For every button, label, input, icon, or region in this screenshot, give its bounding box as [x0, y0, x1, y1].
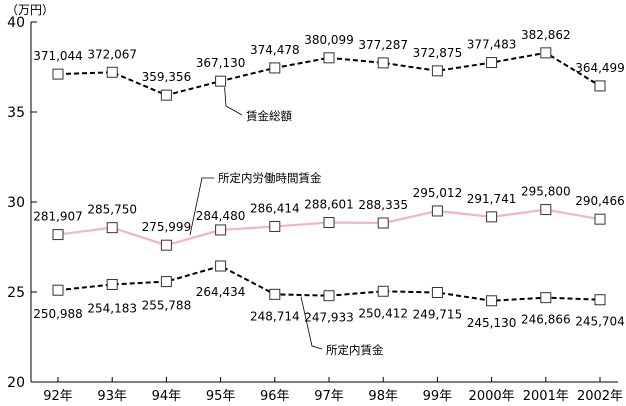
callout-line-series-3: [300, 296, 323, 350]
series-lines: [57, 51, 601, 302]
data-point-marker: [486, 57, 498, 69]
x-tick-label: 97年: [314, 389, 344, 404]
axes: 20 25 30 35 40 92年 93年 94年 95年 96年 97年 98年 99年 2000年 2…: [7, 15, 623, 404]
data-point-marker: [594, 80, 606, 92]
data-point-marker: [160, 89, 172, 101]
y-tick-label: 25: [7, 285, 25, 301]
data-label: 281,907: [33, 210, 83, 224]
data-label: 371,044: [33, 49, 83, 63]
data-label: 254,183: [87, 301, 137, 315]
callout-line-series-2: [189, 177, 214, 236]
data-point-marker: [52, 229, 64, 241]
data-point-marker: [594, 294, 606, 306]
data-point-marker: [323, 217, 335, 229]
data-point-marker: [431, 65, 443, 77]
data-label: 374,478: [250, 43, 300, 57]
data-point-marker: [106, 66, 118, 78]
data-label: 245,704: [575, 315, 625, 329]
data-point-marker: [160, 239, 172, 251]
callout-line-series-1: [224, 87, 243, 116]
data-point-marker: [106, 222, 118, 234]
data-label: 285,750: [87, 203, 137, 217]
data-label: 372,875: [413, 46, 463, 60]
series-name-label: 所定内賃金: [326, 343, 384, 357]
data-label: 377,287: [358, 38, 408, 52]
data-label: 249,715: [413, 308, 463, 322]
x-tick-label: 95年: [206, 389, 236, 404]
data-label: 245,130: [467, 316, 517, 330]
data-point-marker: [540, 292, 552, 304]
data-point-marker: [215, 224, 227, 236]
data-point-marker: [377, 217, 389, 229]
data-label: 364,499: [575, 61, 625, 75]
data-point-marker: [377, 57, 389, 69]
data-point-marker: [269, 288, 281, 300]
data-point-marker: [486, 211, 498, 223]
x-tick-label: 2002年: [577, 389, 623, 404]
data-label: 359,356: [142, 70, 192, 84]
data-point-marker: [269, 62, 281, 74]
x-tick-label: 98年: [368, 389, 398, 404]
data-label: 248,714: [250, 309, 300, 323]
data-label: 290,466: [575, 194, 625, 208]
data-point-marker: [540, 47, 552, 59]
data-label: 250,988: [33, 307, 83, 321]
data-point-marker: [540, 204, 552, 216]
x-tick-label: 96年: [260, 389, 290, 404]
data-label: 250,412: [358, 306, 408, 320]
x-tick-label: 2001年: [523, 389, 569, 404]
y-tick-label: 20: [7, 375, 25, 391]
data-label: 295,800: [521, 185, 571, 199]
x-tick-label: 2000年: [469, 389, 515, 404]
data-label: 275,999: [142, 220, 192, 234]
data-point-marker: [160, 276, 172, 288]
data-markers: [52, 47, 606, 307]
data-label: 377,483: [467, 38, 517, 52]
data-point-marker: [106, 278, 118, 290]
data-point-marker: [215, 75, 227, 87]
data-point-marker: [269, 220, 281, 232]
data-point-marker: [323, 290, 335, 302]
data-label: 255,788: [142, 299, 192, 313]
y-tick-label: 35: [7, 105, 25, 121]
data-point-marker: [377, 285, 389, 297]
data-point-marker: [594, 213, 606, 225]
data-label: 372,067: [87, 47, 137, 61]
series-name-label: 賃金総額: [246, 109, 292, 123]
series-name-label: 所定内労働時間賃金: [218, 171, 322, 185]
x-tick-label: 94年: [152, 389, 182, 404]
y-tick-label: 40: [7, 15, 25, 31]
data-label: 291,741: [467, 192, 517, 206]
data-point-marker: [52, 284, 64, 296]
data-point-marker: [431, 205, 443, 217]
data-point-marker: [323, 52, 335, 64]
y-unit-label: （万円）: [6, 3, 54, 17]
data-label: 264,434: [196, 285, 246, 299]
data-point-marker: [486, 295, 498, 307]
data-label: 284,480: [196, 209, 246, 223]
y-tick-label: 30: [7, 195, 25, 211]
data-label: 295,012: [413, 186, 463, 200]
x-tick-label: 92年: [43, 389, 73, 404]
data-point-marker: [215, 260, 227, 272]
data-label: 246,866: [521, 313, 571, 327]
data-point-marker: [431, 287, 443, 299]
data-point-marker: [52, 68, 64, 80]
x-tick-label: 93年: [97, 389, 127, 404]
data-label: 288,601: [304, 198, 354, 212]
data-labels: 371,044 372,067 359,356 367,130 374,478 380,0…: [33, 28, 625, 330]
data-label: 382,862: [521, 28, 571, 42]
data-label: 286,414: [250, 201, 300, 215]
x-tick-label: 99年: [423, 389, 453, 404]
data-label: 380,099: [304, 33, 354, 47]
data-label: 247,933: [304, 311, 354, 325]
data-label: 288,335: [358, 198, 408, 212]
data-label: 367,130: [196, 56, 246, 70]
